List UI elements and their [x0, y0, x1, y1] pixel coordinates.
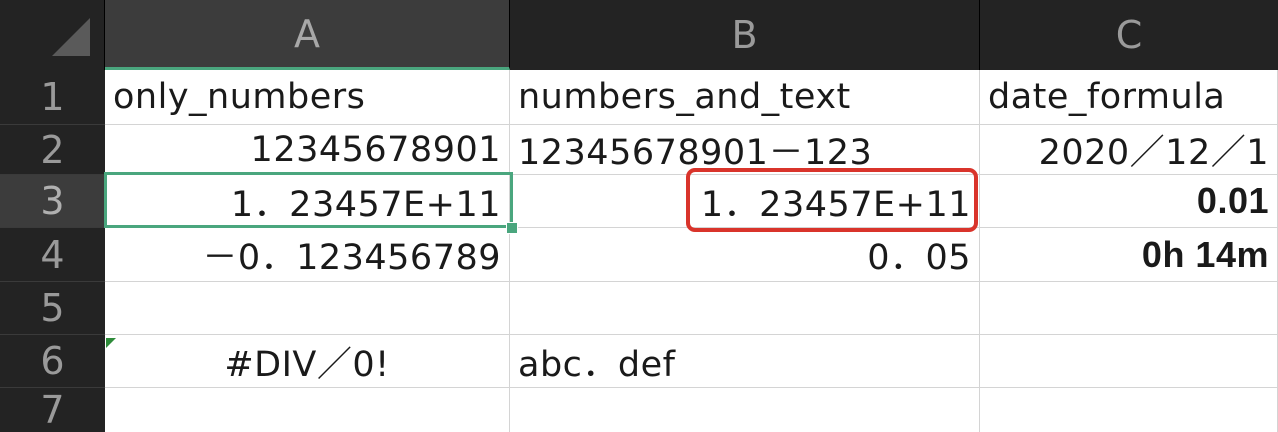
cell-b6[interactable]: abc．def [510, 335, 980, 388]
row-header-7[interactable]: 7 [0, 388, 105, 432]
row-header-6[interactable]: 6 [0, 335, 105, 388]
cell-c3[interactable]: 0.01 [980, 175, 1278, 228]
row-header-3[interactable]: 3 [0, 175, 105, 228]
cell-b4[interactable]: 0．05 [510, 228, 980, 282]
cell-a2[interactable]: 12345678901 [105, 125, 510, 175]
select-all-corner[interactable] [0, 0, 105, 70]
select-all-icon [52, 18, 90, 56]
cell-a6[interactable]: #DIV／0! [105, 335, 510, 388]
cell-a7[interactable] [105, 388, 510, 432]
cell-b1[interactable]: numbers_and_text [510, 70, 980, 125]
row-header-4[interactable]: 4 [0, 228, 105, 282]
cell-c7[interactable] [980, 388, 1278, 432]
cell-b3[interactable]: 1．23457E+11 [510, 175, 980, 228]
cell-c2[interactable]: 2020／12／1 [980, 125, 1278, 175]
cell-a3[interactable]: 1．23457E+11 [105, 175, 510, 228]
cell-c1[interactable]: date_formula [980, 70, 1278, 125]
error-indicator-icon[interactable] [106, 338, 116, 348]
cell-a5[interactable] [105, 282, 510, 335]
column-header-c[interactable]: C [980, 0, 1278, 70]
column-header-a[interactable]: A [105, 0, 510, 70]
cell-c6[interactable] [980, 335, 1278, 388]
cell-a1[interactable]: only_numbers [105, 70, 510, 125]
row-header-5[interactable]: 5 [0, 282, 105, 335]
column-header-b[interactable]: B [510, 0, 980, 70]
cell-b7[interactable] [510, 388, 980, 432]
cell-c5[interactable] [980, 282, 1278, 335]
row-header-1[interactable]: 1 [0, 70, 105, 125]
row-header-2[interactable]: 2 [0, 125, 105, 175]
cell-c4[interactable]: 0h 14m [980, 228, 1278, 282]
fill-handle[interactable] [506, 222, 518, 234]
cell-a4[interactable]: －0．123456789 [105, 228, 510, 282]
cell-b2[interactable]: 12345678901－123 [510, 125, 980, 175]
cell-b5[interactable] [510, 282, 980, 335]
